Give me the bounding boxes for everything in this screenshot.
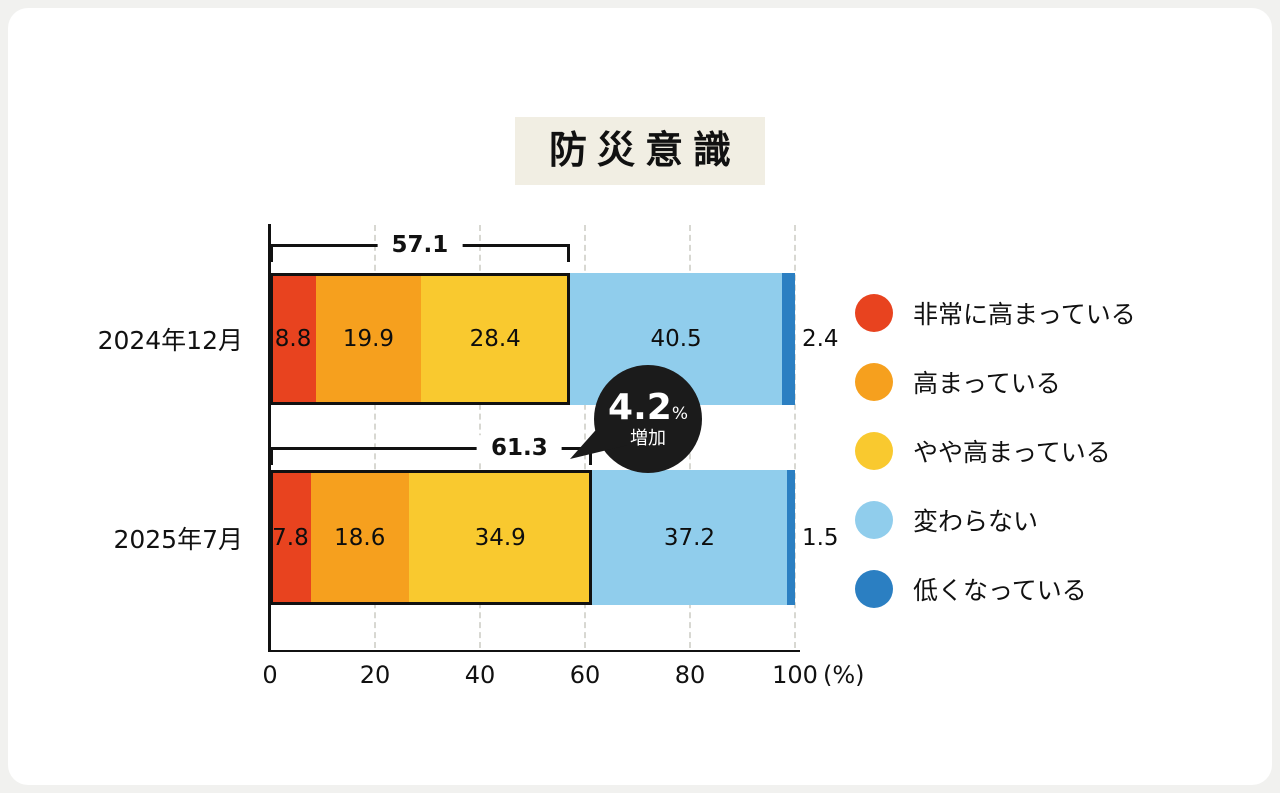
segment-value-label: 18.6 bbox=[334, 524, 386, 551]
callout-value: 4.2% bbox=[608, 390, 688, 426]
callout-number: 4.2 bbox=[608, 387, 672, 428]
x-tick-label: 60 bbox=[569, 661, 601, 689]
segment-value-label: 37.2 bbox=[663, 524, 716, 551]
callout-tail bbox=[570, 423, 628, 459]
gridline bbox=[584, 225, 586, 648]
legend-item-unchanged: 変わらない bbox=[855, 501, 1136, 539]
segment-value-label: 7.8 bbox=[272, 524, 309, 551]
x-tick-label: 100 bbox=[772, 661, 818, 689]
legend-swatch-icon bbox=[855, 363, 893, 401]
bar-segment-lower: 2.4 bbox=[782, 273, 839, 405]
segment-value-label: 1.5 bbox=[801, 524, 839, 551]
segment-value-label: 19.9 bbox=[342, 326, 395, 352]
legend-label: やや高まっている bbox=[913, 438, 1111, 467]
segment-value-label: 34.9 bbox=[474, 524, 526, 551]
x-axis-ticks: 0 20 40 60 80 100 (%) bbox=[262, 661, 864, 693]
category-label-2025: 2025年7月 bbox=[113, 524, 243, 554]
bar-row-2024: 2024年12月 8.8 19.9 28.4 40.5 2.4 bbox=[98, 273, 839, 405]
x-axis-unit-label: (%) bbox=[823, 661, 865, 689]
segment-value-label: 8.8 bbox=[274, 326, 312, 352]
total-bracket-2024: 57.1 bbox=[270, 232, 570, 262]
bar-segment-high: 19.9 bbox=[316, 273, 421, 405]
legend-label: 高まっている bbox=[913, 369, 1061, 398]
total-bracket-label-2024: 57.1 bbox=[377, 232, 463, 260]
legend: 非常に高まっている 高まっている やや高まっている 変わらない 低くなっている bbox=[855, 294, 1136, 608]
legend-swatch-icon bbox=[855, 501, 893, 539]
bar-segment-very-high: 8.8 bbox=[270, 273, 317, 405]
callout-unit: % bbox=[671, 404, 688, 424]
total-bracket-label-2025: 61.3 bbox=[476, 435, 562, 463]
x-tick-label: 40 bbox=[464, 661, 496, 689]
segment-value-label: 2.4 bbox=[801, 326, 839, 352]
legend-item-lower: 低くなっている bbox=[855, 570, 1136, 608]
bar-segment-very-high: 7.8 bbox=[270, 470, 311, 605]
category-label-2024: 2024年12月 bbox=[97, 326, 243, 355]
x-tick-label: 20 bbox=[359, 661, 391, 689]
legend-label: 変わらない bbox=[913, 507, 1039, 536]
legend-item-very-high: 非常に高まっている bbox=[855, 294, 1136, 332]
plot-area: 57.1 61.3 2024年12月 8.8 19.9 28.4 40.5 2.… bbox=[98, 225, 839, 650]
legend-swatch-icon bbox=[855, 294, 893, 332]
increase-callout-bubble: 4.2% 増加 bbox=[570, 365, 702, 473]
bar-segment-high: 18.6 bbox=[310, 470, 409, 605]
x-axis-line bbox=[268, 650, 800, 652]
bar-row-2025: 2025年7月 7.8 18.6 34.9 37.2 1.5 bbox=[113, 470, 839, 605]
legend-label: 非常に高まっている bbox=[913, 300, 1136, 329]
legend-item-high: 高まっている bbox=[855, 363, 1136, 401]
bar-segment-lower: 1.5 bbox=[787, 470, 839, 605]
bar-segment-unchanged: 37.2 bbox=[591, 470, 788, 605]
callout-text: 増加 bbox=[630, 428, 666, 449]
chart-title: 防災意識 bbox=[548, 128, 742, 172]
legend-label: 低くなっている bbox=[913, 576, 1087, 605]
chart-title-box: 防災意識 bbox=[514, 117, 766, 185]
segment-value-label: 40.5 bbox=[650, 326, 702, 352]
bar-segment-somewhat-high: 28.4 bbox=[420, 273, 570, 405]
legend-swatch-icon bbox=[855, 432, 893, 470]
bar-segment-somewhat-high: 34.9 bbox=[408, 470, 592, 605]
y-axis-line bbox=[268, 224, 271, 652]
segment-value-label: 28.4 bbox=[469, 326, 521, 352]
x-tick-label: 0 bbox=[262, 661, 278, 689]
x-tick-label: 80 bbox=[674, 661, 706, 689]
legend-swatch-icon bbox=[855, 570, 893, 608]
gridline bbox=[374, 225, 376, 648]
legend-item-somewhat-high: やや高まっている bbox=[855, 432, 1136, 470]
total-bracket-2025: 61.3 bbox=[270, 435, 592, 465]
gridline bbox=[794, 225, 796, 648]
